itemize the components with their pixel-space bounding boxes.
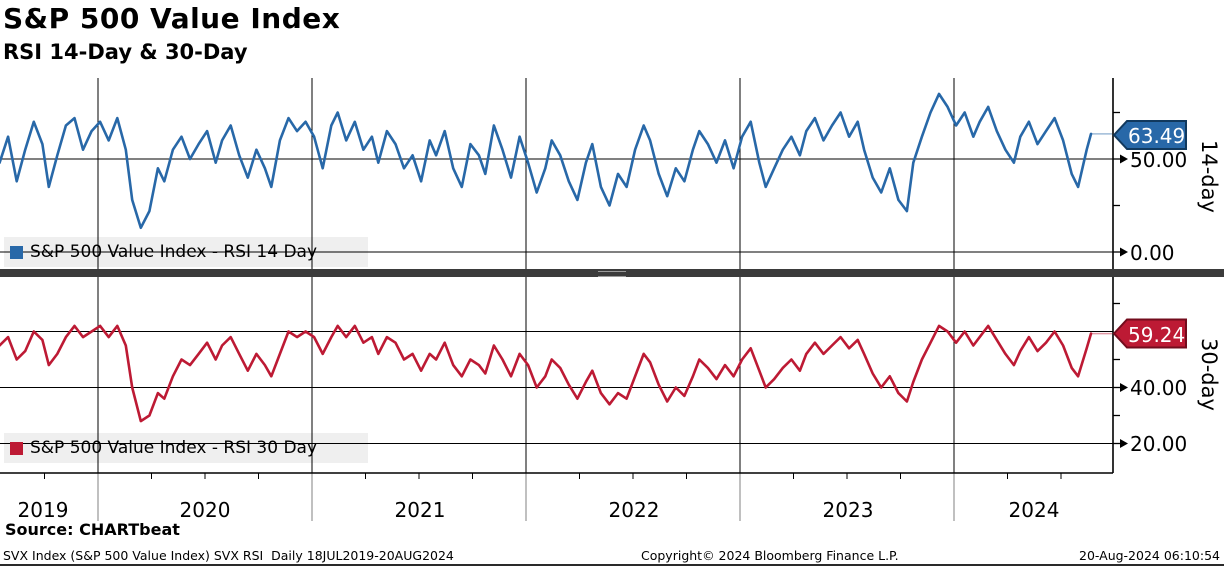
legend-label-rsi30: S&P 500 Value Index - RSI 30 Day — [30, 438, 318, 458]
splitter-grip-icon[interactable] — [598, 271, 626, 277]
xtick-2019: 2019 — [17, 498, 69, 522]
rsi-14-line — [0, 92, 1093, 230]
panel-label-30day: 30-day — [1197, 338, 1221, 411]
panel-splitter[interactable] — [0, 269, 1224, 277]
xtick-2020: 2020 — [179, 498, 231, 522]
series-lines — [0, 92, 1112, 423]
xtick-2023: 2023 — [822, 498, 874, 522]
rsi-30-line — [0, 324, 1093, 423]
ytick-bottom-40: 40.00 — [1130, 376, 1188, 400]
legend-item-rsi14[interactable]: S&P 500 Value Index - RSI 14 Day — [10, 242, 318, 262]
legend-bg-rsi30 — [4, 433, 368, 463]
tick-arrow-icon — [1120, 383, 1128, 392]
xtick-2022: 2022 — [608, 498, 660, 522]
last-value-rsi30: 59.24 — [1128, 323, 1186, 347]
gridlines — [0, 78, 1113, 473]
xtick-2021: 2021 — [394, 498, 446, 522]
xtick-2024: 2024 — [1008, 498, 1060, 522]
legend-swatch-rsi30-icon — [10, 441, 23, 455]
ytick-top-0: 0.00 — [1130, 241, 1175, 265]
bottom-border — [0, 564, 1224, 566]
tick-arrow-icon — [1120, 247, 1128, 257]
panel-label-14day: 14-day — [1197, 140, 1221, 213]
tick-arrow-icon — [1120, 439, 1128, 448]
legend-swatch-rsi14-icon — [10, 245, 23, 259]
chart-subtitle: RSI 14-Day & 30-Day — [3, 40, 248, 64]
ytick-top-50: 50.00 — [1130, 148, 1188, 172]
ytick-bottom-20: 20.00 — [1130, 432, 1188, 456]
footer-description: SVX Index (S&P 500 Value Index) SVX RSI … — [3, 548, 454, 563]
source-label: Source: CHARTbeat — [5, 520, 180, 539]
last-value-badge-rsi14 — [1112, 120, 1187, 150]
tick-arrow-icon — [1120, 154, 1128, 164]
last-value-rsi14: 63.49 — [1128, 124, 1186, 148]
page-title: S&P 500 Value Index — [3, 2, 341, 35]
footer-copyright: Copyright© 2024 Bloomberg Finance L.P. — [641, 548, 899, 563]
legend-label-rsi14: S&P 500 Value Index - RSI 14 Day — [30, 242, 318, 262]
last-value-badge-rsi30 — [1112, 318, 1187, 349]
legend-item-rsi30[interactable]: S&P 500 Value Index - RSI 30 Day — [10, 438, 318, 458]
footer-timestamp: 20-Aug-2024 06:10:54 — [1079, 548, 1220, 563]
